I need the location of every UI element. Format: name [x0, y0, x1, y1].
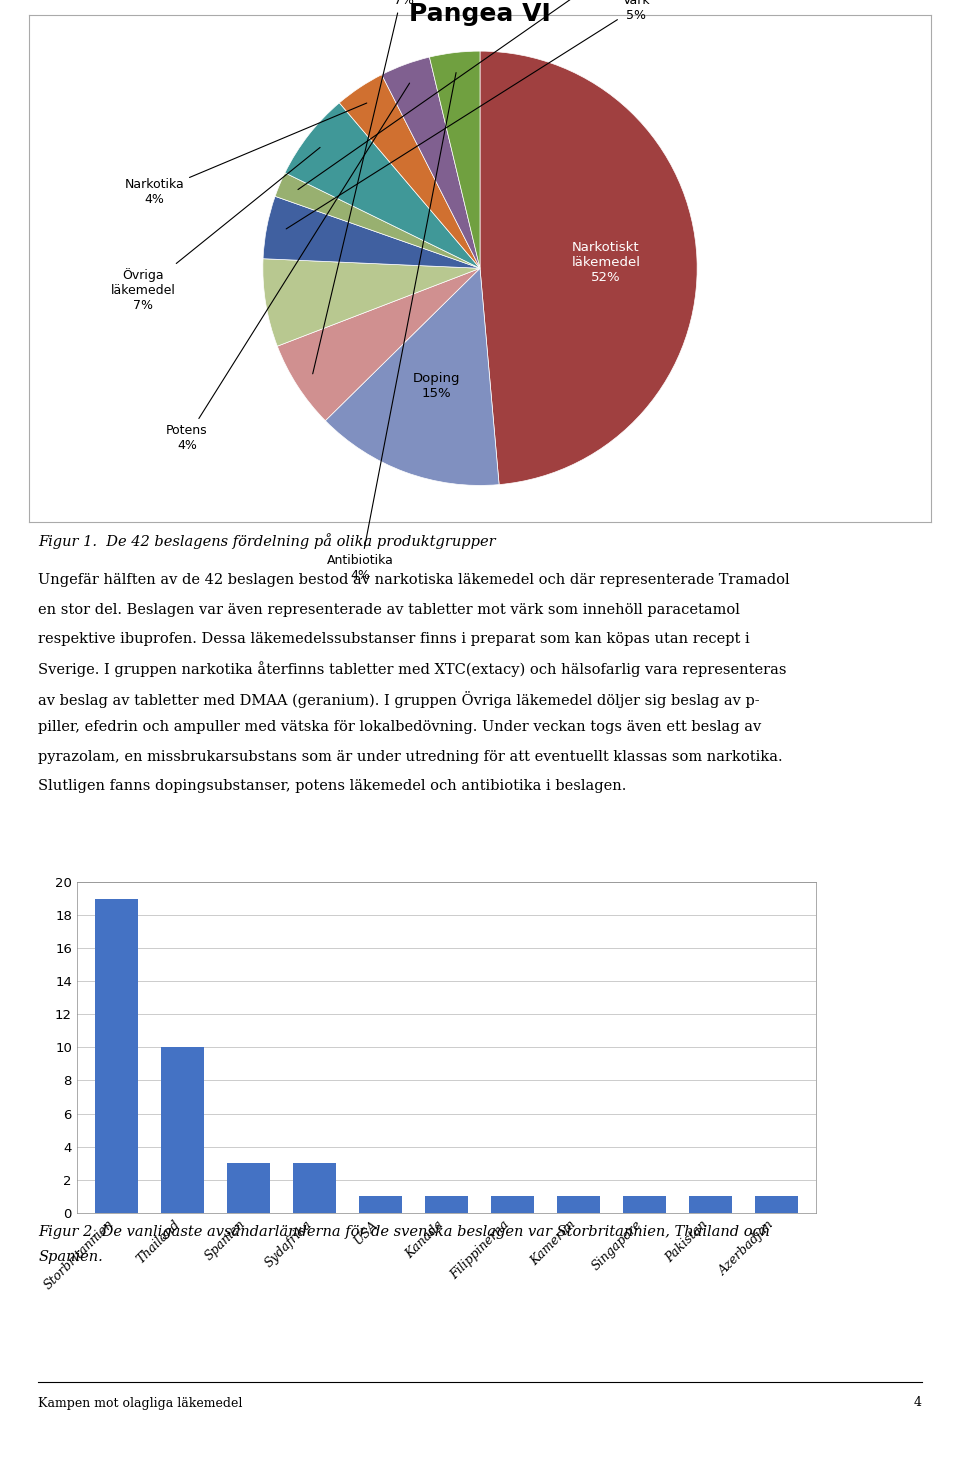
Wedge shape [276, 173, 480, 269]
Text: piller, efedrin och ampuller med vätska för lokalbedövning. Under veckan togs äv: piller, efedrin och ampuller med vätska … [38, 720, 761, 735]
Bar [227, 1163, 270, 1213]
Text: Figur 2. De vanligaste avsändarländerna för de svenska beslagen var Storbritanni: Figur 2. De vanligaste avsändarländerna … [38, 1225, 771, 1239]
Text: Hälsofarlig
vara
7%: Hälsofarlig vara 7% [313, 0, 438, 373]
Text: Kampen mot olagliga läkemedel: Kampen mot olagliga läkemedel [38, 1396, 243, 1410]
Bar [95, 898, 138, 1213]
Bar [293, 1163, 336, 1213]
Wedge shape [325, 269, 499, 485]
Text: Narkotiskt
läkemedel
52%: Narkotiskt läkemedel 52% [571, 241, 640, 284]
Text: Övriga
läkemedel
7%: Övriga läkemedel 7% [111, 147, 320, 312]
Bar [557, 1197, 600, 1213]
Text: 4: 4 [914, 1396, 922, 1410]
Bar [359, 1197, 402, 1213]
Text: Pyrazolam
2%: Pyrazolam 2% [298, 0, 669, 190]
Wedge shape [277, 269, 480, 420]
Text: Slutligen fanns dopingsubstanser, potens läkemedel och antibiotika i beslagen.: Slutligen fanns dopingsubstanser, potens… [38, 779, 627, 794]
Text: Sverige. I gruppen narkotika återfinns tabletter med XTC(extacy) och hälsofarlig: Sverige. I gruppen narkotika återfinns t… [38, 662, 787, 678]
Text: av beslag av tabletter med DMAA (geranium). I gruppen Övriga läkemedel döljer si: av beslag av tabletter med DMAA (geraniu… [38, 691, 760, 709]
Text: respektive ibuprofen. Dessa läkemedelssubstanser finns i preparat som kan köpas : respektive ibuprofen. Dessa läkemedelssu… [38, 632, 750, 647]
Text: Spanien.: Spanien. [38, 1250, 103, 1264]
Bar [623, 1197, 666, 1213]
Bar [491, 1197, 534, 1213]
Text: pyrazolam, en missbrukarsubstans som är under utredning för att eventuellt klass: pyrazolam, en missbrukarsubstans som är … [38, 750, 783, 764]
Bar [755, 1197, 798, 1213]
Title: Pangea VI: Pangea VI [409, 1, 551, 26]
Wedge shape [480, 51, 697, 485]
Wedge shape [339, 75, 480, 269]
Text: Doping
15%: Doping 15% [413, 372, 460, 400]
Wedge shape [263, 197, 480, 269]
Bar [161, 1047, 204, 1213]
Wedge shape [285, 103, 480, 269]
Text: Figur 1.  De 42 beslagens fördelning på olika produktgrupper: Figur 1. De 42 beslagens fördelning på o… [38, 534, 496, 550]
Text: Antibiotika
4%: Antibiotika 4% [327, 72, 456, 582]
Text: Narkotika
4%: Narkotika 4% [125, 103, 367, 206]
Text: Potens
4%: Potens 4% [166, 84, 410, 451]
Wedge shape [382, 57, 480, 269]
Bar [689, 1197, 732, 1213]
Text: Ungefär hälften av de 42 beslagen bestod av narkotiska läkemedel och där represe: Ungefär hälften av de 42 beslagen bestod… [38, 573, 790, 588]
Text: Värk
5%: Värk 5% [286, 0, 650, 229]
Wedge shape [429, 51, 480, 269]
Bar [425, 1197, 468, 1213]
Wedge shape [263, 259, 480, 347]
Text: en stor del. Beslagen var även representerade av tabletter mot värk som innehöll: en stor del. Beslagen var även represent… [38, 603, 740, 617]
